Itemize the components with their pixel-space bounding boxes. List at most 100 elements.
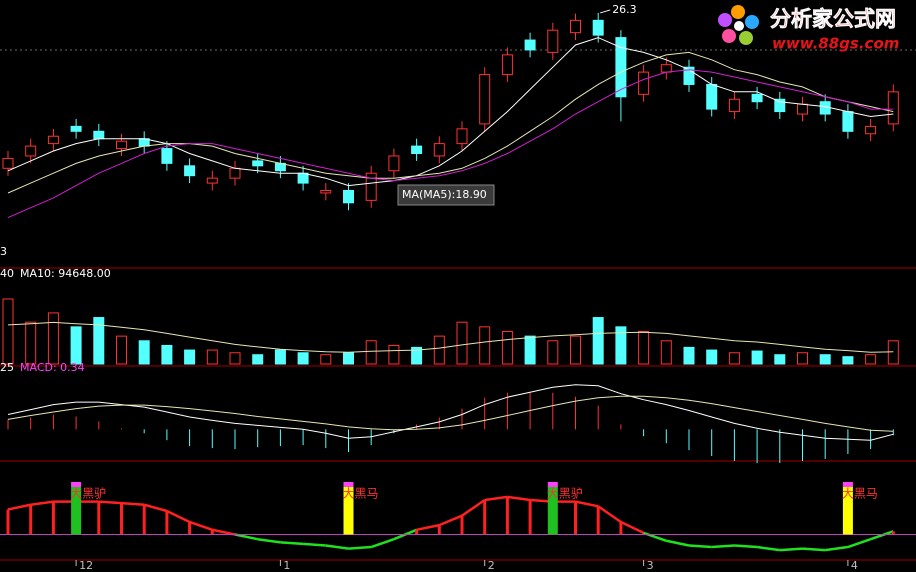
signal-line bbox=[416, 523, 440, 532]
volume-bar bbox=[297, 352, 309, 365]
x-tick-label: 4 bbox=[851, 559, 858, 572]
signal-label: 大黑马 bbox=[842, 487, 878, 501]
volume-bar bbox=[615, 326, 627, 365]
candle-body bbox=[842, 111, 854, 132]
signal-line bbox=[802, 547, 826, 552]
candle-body bbox=[797, 103, 808, 115]
signal-bar bbox=[165, 511, 169, 535]
candle-body bbox=[547, 29, 559, 53]
logo-petal bbox=[745, 15, 759, 29]
x-tick-label: 1 bbox=[283, 559, 290, 572]
candle-body bbox=[683, 66, 695, 85]
signal-bar bbox=[528, 500, 532, 535]
candle-body bbox=[706, 83, 718, 110]
signal-cap bbox=[842, 482, 853, 487]
signal-line bbox=[847, 538, 872, 549]
candle-body bbox=[161, 148, 173, 164]
volume-bar bbox=[252, 354, 264, 365]
volume-bar bbox=[819, 354, 831, 365]
candle-body bbox=[297, 172, 309, 184]
candle-body bbox=[751, 93, 763, 103]
signal-marker bbox=[842, 486, 853, 535]
x-tick-label: 12 bbox=[79, 559, 93, 572]
candle-body bbox=[524, 39, 536, 51]
signal-line bbox=[575, 500, 599, 508]
candle-body bbox=[615, 37, 627, 98]
volume-bar bbox=[229, 352, 241, 365]
candle-body bbox=[456, 128, 468, 145]
volume-bar bbox=[365, 340, 377, 365]
signal-line bbox=[143, 503, 168, 513]
volume-bar bbox=[161, 344, 173, 365]
indicator-line bbox=[7, 384, 894, 441]
tooltip: MA(MA5):18.90 bbox=[402, 188, 487, 201]
candle-body bbox=[116, 140, 127, 150]
candle-body bbox=[93, 130, 105, 140]
panel-label: 40 bbox=[0, 267, 14, 280]
signal-bar bbox=[483, 500, 487, 535]
volume-bar bbox=[433, 335, 445, 365]
signal-line bbox=[348, 545, 372, 550]
logo-petal bbox=[722, 29, 736, 43]
signal-line bbox=[711, 544, 735, 549]
candle-body bbox=[47, 135, 59, 145]
volume-bar bbox=[501, 330, 513, 365]
candle-body bbox=[252, 160, 264, 167]
candle-body bbox=[638, 71, 650, 95]
candle-body bbox=[433, 143, 445, 157]
signal-line bbox=[212, 528, 236, 536]
candle-body bbox=[865, 125, 877, 135]
signal-line bbox=[189, 520, 213, 531]
logo: 分析家公式网 www.88gs.com bbox=[718, 5, 899, 53]
signal-bar bbox=[120, 503, 123, 535]
volume-bar bbox=[70, 326, 82, 365]
signal-bar bbox=[6, 509, 10, 535]
volume-bar bbox=[93, 317, 105, 365]
signal-line bbox=[7, 503, 31, 511]
candle-body bbox=[184, 165, 196, 177]
candle-body bbox=[411, 145, 423, 154]
signal-bar bbox=[29, 504, 33, 535]
max-label: 26.3 bbox=[612, 3, 637, 16]
candle-body bbox=[365, 172, 377, 201]
volume-bar bbox=[206, 349, 218, 365]
signal-line bbox=[870, 530, 894, 541]
candle-body bbox=[479, 74, 491, 125]
signal-line bbox=[484, 495, 508, 502]
volume-bar bbox=[706, 349, 718, 365]
signal-bar bbox=[505, 496, 509, 535]
candle-body bbox=[592, 19, 604, 36]
candle-body bbox=[25, 145, 37, 157]
volume-bar bbox=[116, 335, 127, 365]
candle-body bbox=[728, 98, 740, 113]
indicator-line bbox=[7, 395, 894, 432]
candle-body bbox=[343, 189, 354, 204]
volume-bar bbox=[388, 344, 400, 365]
signal-line bbox=[666, 539, 690, 547]
volume-bar bbox=[456, 321, 468, 365]
signal-bar bbox=[574, 501, 577, 535]
volume-bar bbox=[184, 349, 196, 365]
signal-line bbox=[30, 500, 54, 506]
signal-cap bbox=[71, 482, 82, 487]
signal-line bbox=[779, 547, 803, 552]
candle-body bbox=[570, 19, 581, 34]
logo-url: www.88gs.com bbox=[772, 35, 899, 53]
volume-bar bbox=[547, 340, 559, 365]
logo-petal bbox=[731, 5, 745, 19]
logo-title: 分析家公式网 bbox=[770, 7, 896, 31]
signal-line bbox=[121, 501, 145, 506]
volume-bar bbox=[2, 298, 14, 365]
indicator-line bbox=[7, 69, 894, 219]
panel-label: MA10: 94648.00 bbox=[20, 267, 111, 280]
logo-petal bbox=[718, 13, 732, 27]
signal-marker bbox=[547, 486, 558, 535]
signal-line bbox=[734, 544, 758, 549]
candle-body bbox=[70, 125, 82, 132]
candle-body bbox=[206, 177, 218, 184]
volume-bar bbox=[25, 321, 37, 365]
volume-bar bbox=[751, 350, 763, 365]
signal-line bbox=[325, 544, 349, 550]
